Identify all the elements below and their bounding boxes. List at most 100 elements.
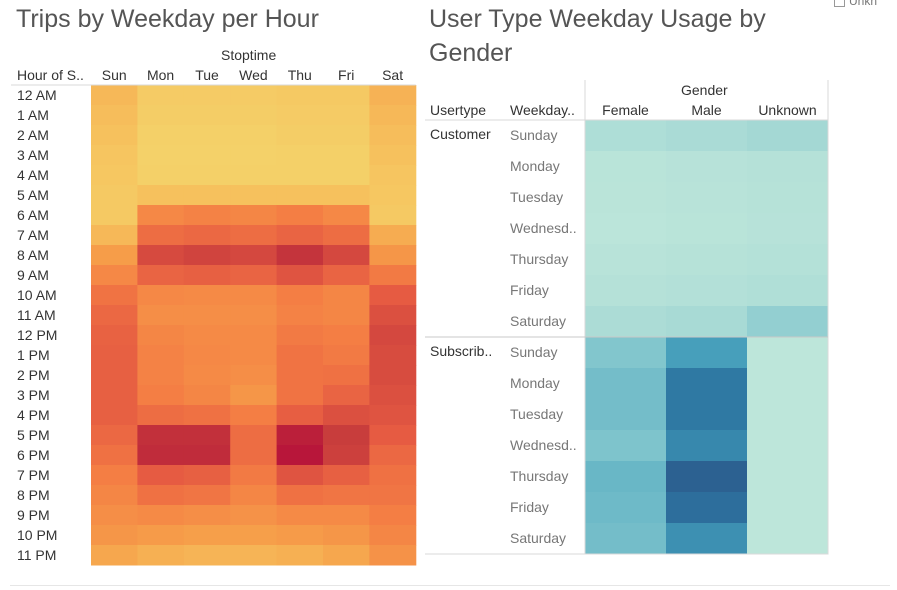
heatmap-cell[interactable] xyxy=(369,165,417,186)
heatmap-cell[interactable] xyxy=(183,305,231,326)
heatmap-cell[interactable] xyxy=(276,225,324,246)
heatmap-cell[interactable] xyxy=(183,325,231,346)
heatmap-cell[interactable] xyxy=(183,505,231,526)
row-header-hour[interactable]: Hour of S.. xyxy=(17,67,84,83)
heatmap-cell[interactable] xyxy=(323,425,370,446)
heatmap-cell[interactable] xyxy=(323,485,370,506)
heatmap-cell[interactable] xyxy=(369,125,417,146)
heatmap-cell[interactable] xyxy=(323,385,370,406)
heatmap-cell[interactable] xyxy=(369,525,417,546)
heatmap-cell[interactable] xyxy=(91,345,138,366)
heatmap-cell[interactable] xyxy=(276,125,324,146)
heatmap-cell[interactable] xyxy=(230,105,278,126)
heatmap-cell[interactable] xyxy=(747,182,829,214)
heatmap-cell[interactable] xyxy=(276,485,324,506)
heatmap-cell[interactable] xyxy=(276,545,324,566)
heatmap-cell[interactable] xyxy=(91,385,138,406)
heatmap-cell[interactable] xyxy=(230,385,278,406)
heatmap-cell[interactable] xyxy=(666,461,748,493)
heatmap-cell[interactable] xyxy=(137,465,185,486)
heatmap-cell[interactable] xyxy=(585,182,667,214)
heatmap-cell[interactable] xyxy=(137,425,185,446)
heatmap-cell[interactable] xyxy=(276,505,324,526)
heatmap-cell[interactable] xyxy=(369,385,417,406)
heatmap-cell[interactable] xyxy=(276,165,324,186)
heatmap-cell[interactable] xyxy=(91,465,138,486)
heatmap-cell[interactable] xyxy=(276,405,324,426)
heatmap-cell[interactable] xyxy=(276,305,324,326)
heatmap-cell[interactable] xyxy=(91,425,138,446)
heatmap-cell[interactable] xyxy=(276,85,324,106)
heatmap-cell[interactable] xyxy=(323,325,370,346)
heatmap-cell[interactable] xyxy=(666,182,748,214)
heatmap-cell[interactable] xyxy=(369,185,417,206)
heatmap-cell[interactable] xyxy=(747,523,829,555)
heatmap-cell[interactable] xyxy=(585,213,667,245)
heatmap-cell[interactable] xyxy=(183,105,231,126)
heatmap-cell[interactable] xyxy=(747,306,829,338)
heatmap-cell[interactable] xyxy=(137,545,185,566)
heatmap-cell[interactable] xyxy=(276,285,324,306)
heatmap-cell[interactable] xyxy=(230,465,278,486)
heatmap-cell[interactable] xyxy=(137,285,185,306)
row-header-weekday[interactable]: Weekday.. xyxy=(510,102,575,118)
heatmap-cell[interactable] xyxy=(91,145,138,166)
heatmap-cell[interactable] xyxy=(137,405,185,426)
heatmap-cell[interactable] xyxy=(666,492,748,524)
heatmap-cell[interactable] xyxy=(323,305,370,326)
heatmap-cell[interactable] xyxy=(137,305,185,326)
heatmap-cell[interactable] xyxy=(369,85,417,106)
heatmap-cell[interactable] xyxy=(230,185,278,206)
heatmap-cell[interactable] xyxy=(323,505,370,526)
heatmap-cell[interactable] xyxy=(666,368,748,400)
heatmap-cell[interactable] xyxy=(183,545,231,566)
heatmap-cell[interactable] xyxy=(323,245,370,266)
heatmap-cell[interactable] xyxy=(369,545,417,566)
heatmap-cell[interactable] xyxy=(276,105,324,126)
heatmap-cell[interactable] xyxy=(323,465,370,486)
heatmap-cell[interactable] xyxy=(137,325,185,346)
heatmap-cell[interactable] xyxy=(666,337,748,369)
heatmap-cell[interactable] xyxy=(585,337,667,369)
heatmap-cell[interactable] xyxy=(585,120,667,152)
heatmap-cell[interactable] xyxy=(230,425,278,446)
heatmap-cell[interactable] xyxy=(183,285,231,306)
heatmap-cell[interactable] xyxy=(323,145,370,166)
heatmap-cell[interactable] xyxy=(585,492,667,524)
heatmap-cell[interactable] xyxy=(276,425,324,446)
heatmap-cell[interactable] xyxy=(91,445,138,466)
heatmap-cell[interactable] xyxy=(230,325,278,346)
heatmap-cell[interactable] xyxy=(276,465,324,486)
heatmap-cell[interactable] xyxy=(323,265,370,286)
heatmap-cell[interactable] xyxy=(183,425,231,446)
heatmap-cell[interactable] xyxy=(369,105,417,126)
heatmap-cell[interactable] xyxy=(369,485,417,506)
heatmap-cell[interactable] xyxy=(323,85,370,106)
heatmap-cell[interactable] xyxy=(369,325,417,346)
heatmap-cell[interactable] xyxy=(137,265,185,286)
heatmap-cell[interactable] xyxy=(585,430,667,462)
heatmap-cell[interactable] xyxy=(230,145,278,166)
heatmap-cell[interactable] xyxy=(323,345,370,366)
heatmap-cell[interactable] xyxy=(230,345,278,366)
heatmap-cell[interactable] xyxy=(323,525,370,546)
heatmap-cell[interactable] xyxy=(91,105,138,126)
heatmap-cell[interactable] xyxy=(666,275,748,307)
heatmap-cell[interactable] xyxy=(369,465,417,486)
row-header-usertype[interactable]: Usertype xyxy=(430,102,487,118)
heatmap-cell[interactable] xyxy=(747,120,829,152)
heatmap-cell[interactable] xyxy=(137,245,185,266)
heatmap-cell[interactable] xyxy=(137,85,185,106)
heatmap-cell[interactable] xyxy=(747,461,829,493)
heatmap-cell[interactable] xyxy=(137,525,185,546)
heatmap-cell[interactable] xyxy=(230,485,278,506)
heatmap-cell[interactable] xyxy=(91,265,138,286)
heatmap-cell[interactable] xyxy=(747,430,829,462)
heatmap-cell[interactable] xyxy=(585,399,667,431)
heatmap-cell[interactable] xyxy=(666,151,748,183)
heatmap-cell[interactable] xyxy=(137,125,185,146)
heatmap-cell[interactable] xyxy=(137,345,185,366)
heatmap-cell[interactable] xyxy=(323,185,370,206)
heatmap-cell[interactable] xyxy=(666,306,748,338)
heatmap-cell[interactable] xyxy=(91,525,138,546)
